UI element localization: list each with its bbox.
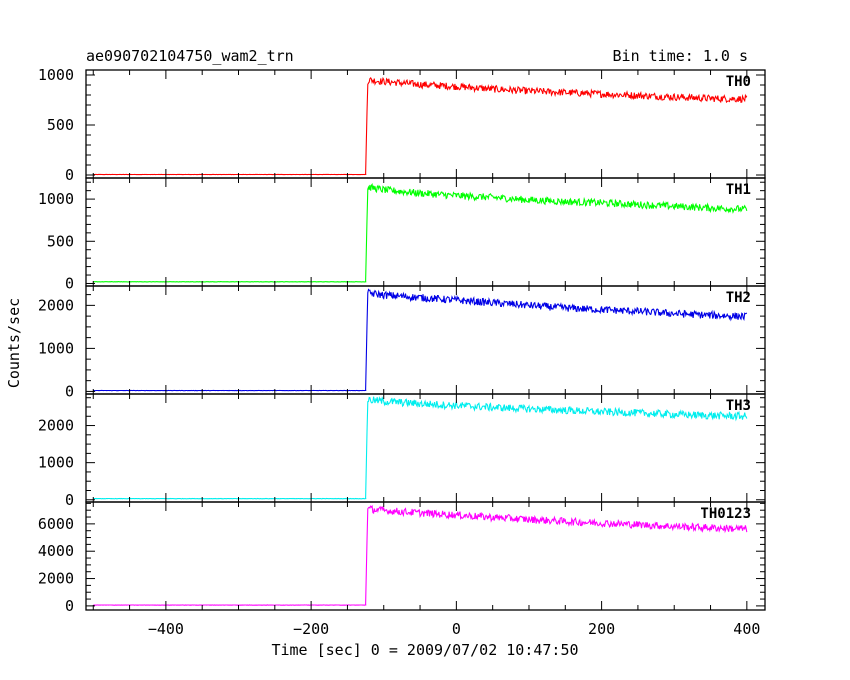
x-tick-label: −400 [148,620,184,638]
y-tick-label: 2000 [38,417,74,435]
series-line-th0 [93,76,748,176]
y-tick-label: 0 [65,274,74,292]
y-tick-label: 6000 [38,515,74,533]
y-tick-label: 1000 [38,454,74,472]
y-tick-label: 1000 [38,339,74,357]
panel-label-th1: TH1 [726,182,751,198]
series-line-th2 [93,288,748,392]
y-tick-label: 0 [65,166,74,184]
panel-frame-th2 [85,285,766,395]
panel-label-th0: TH0 [726,74,751,90]
y-tick-label: 0 [65,382,74,400]
y-tick-label: 2000 [38,570,74,588]
panel-label-th3: TH3 [726,398,751,414]
y-tick-label: 1000 [38,190,74,208]
series-line-th3 [93,396,748,500]
y-tick-label: 500 [47,116,74,134]
x-tick-label: −200 [293,620,329,638]
panel-frame-th3 [85,393,766,503]
x-axis-label: Time [sec] 0 = 2009/07/02 10:47:50 [271,641,578,659]
y-tick-label: 500 [47,232,74,250]
y-axis-label: Counts/sec [5,298,23,388]
x-tick-label: 0 [452,620,461,638]
chart-title-left: ae090702104750_wam2_trn [86,47,294,65]
y-tick-label: 2000 [38,296,74,314]
y-tick-label: 4000 [38,542,74,560]
chart-title-right: Bin time: 1.0 s [613,47,748,65]
panel-frame-th0123 [85,501,766,611]
y-tick-label: 1000 [38,66,74,84]
series-line-th1 [93,183,748,283]
x-tick-label: 400 [733,620,760,638]
y-tick-label: 0 [65,491,74,509]
y-tick-label: 0 [65,597,74,615]
series-line-th0123 [93,504,748,606]
x-tick-label: 200 [588,620,615,638]
panel-label-th0123: TH0123 [700,506,751,522]
panel-label-th2: TH2 [726,290,751,306]
